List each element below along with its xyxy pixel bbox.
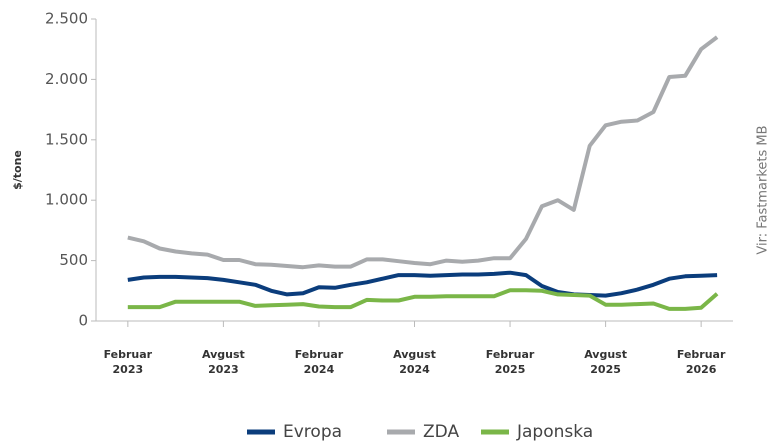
y-axis-label: $/tone: [11, 150, 24, 190]
x-tick-label: Avgust 2023: [202, 348, 245, 376]
y-tick-label: 1.500: [45, 130, 88, 148]
y-tick-label: 0: [78, 312, 88, 330]
legend-item: ZDA: [387, 422, 459, 442]
y-tick-label: 2.000: [45, 70, 88, 88]
series-line: [127, 288, 719, 311]
x-tick-label: Avgust 2024: [393, 348, 436, 376]
x-tick-label: Februar 2026: [677, 348, 726, 376]
legend-label: Evropa: [283, 422, 342, 442]
y-tick-label: 500: [59, 251, 88, 269]
legend-item: Evropa: [247, 422, 342, 442]
legend-label: Japonska: [516, 422, 593, 442]
y-tick-label: 2.500: [45, 10, 88, 28]
series-line: [127, 35, 719, 270]
legend-label: ZDA: [423, 422, 459, 442]
x-tick-label: Avgust 2025: [584, 348, 627, 376]
legend-item: Japonska: [481, 422, 593, 442]
source-note: Vir: Fastmarkets MB: [756, 125, 771, 254]
x-tick-label: Februar 2025: [486, 348, 535, 376]
x-tick-label: Februar 2024: [295, 348, 344, 376]
series-line: [127, 270, 718, 298]
x-tick-label: Februar 2023: [104, 348, 153, 376]
y-tick-label: 1.000: [45, 191, 88, 209]
